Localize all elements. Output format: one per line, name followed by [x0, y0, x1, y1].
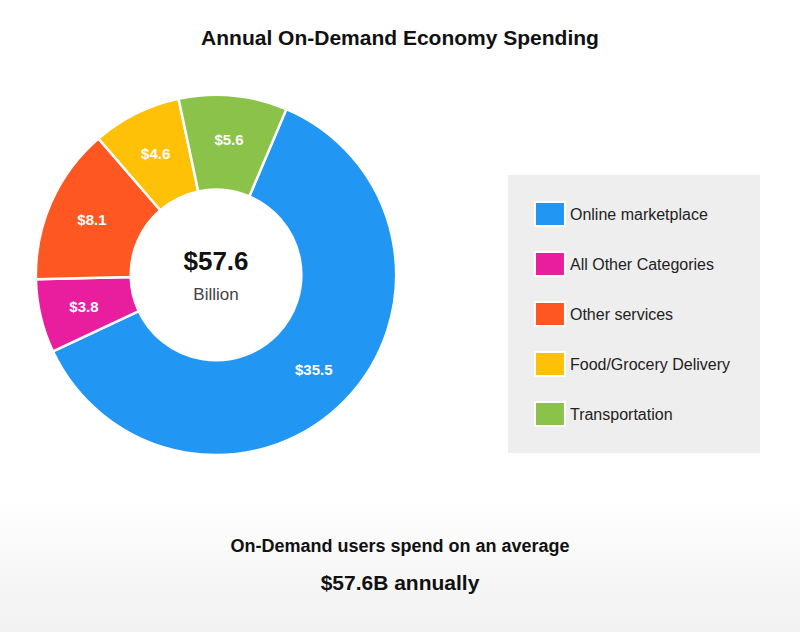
- svg-text:Other services: Other services: [570, 306, 673, 323]
- svg-text:$3.8: $3.8: [69, 298, 98, 315]
- svg-text:$57.6B annually: $57.6B annually: [321, 571, 480, 594]
- svg-text:Annual On-Demand Economy Spend: Annual On-Demand Economy Spending: [201, 26, 599, 49]
- svg-text:All Other Categories: All Other Categories: [570, 256, 714, 273]
- svg-text:$4.6: $4.6: [141, 145, 170, 162]
- svg-text:Online marketplace: Online marketplace: [570, 206, 708, 223]
- svg-text:$57.6: $57.6: [183, 246, 248, 276]
- svg-text:$5.6: $5.6: [214, 131, 243, 148]
- svg-text:Billion: Billion: [193, 285, 238, 304]
- svg-text:$8.1: $8.1: [77, 211, 106, 228]
- svg-text:On-Demand users spend on an av: On-Demand users spend on an average: [230, 536, 569, 556]
- svg-text:$35.5: $35.5: [295, 361, 333, 378]
- svg-text:Food/Grocery Delivery: Food/Grocery Delivery: [570, 356, 730, 373]
- svg-text:Transportation: Transportation: [570, 406, 673, 423]
